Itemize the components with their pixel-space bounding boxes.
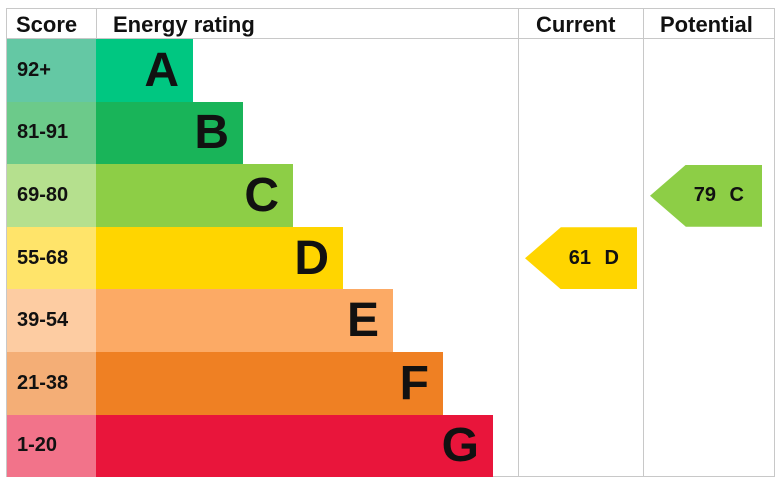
- header-potential: Potential: [660, 12, 753, 37]
- rating-bar-e: E: [96, 289, 393, 352]
- header-energy-rating: Energy rating: [113, 12, 255, 37]
- header-score: Score: [16, 12, 78, 37]
- rating-bar-g: G: [96, 414, 493, 478]
- column-divider: [518, 8, 519, 477]
- score-range-g: 1-20: [7, 414, 96, 478]
- header-divider: [6, 38, 775, 39]
- rating-bar-b: B: [96, 101, 243, 165]
- rating-bar-a: A: [96, 39, 193, 102]
- score-range-a: 92+: [7, 39, 96, 102]
- column-divider: [643, 8, 644, 477]
- score-range-f: 21-38: [7, 352, 96, 415]
- rating-bar-f: F: [96, 352, 443, 415]
- score-range-d: 55-68: [7, 226, 96, 290]
- rating-bar-d: D: [96, 226, 343, 290]
- rating-bar-c: C: [96, 164, 293, 227]
- score-range-b: 81-91: [7, 101, 96, 165]
- score-range-c: 69-80: [7, 164, 96, 227]
- header-current: Current: [536, 12, 616, 37]
- score-range-e: 39-54: [7, 289, 96, 352]
